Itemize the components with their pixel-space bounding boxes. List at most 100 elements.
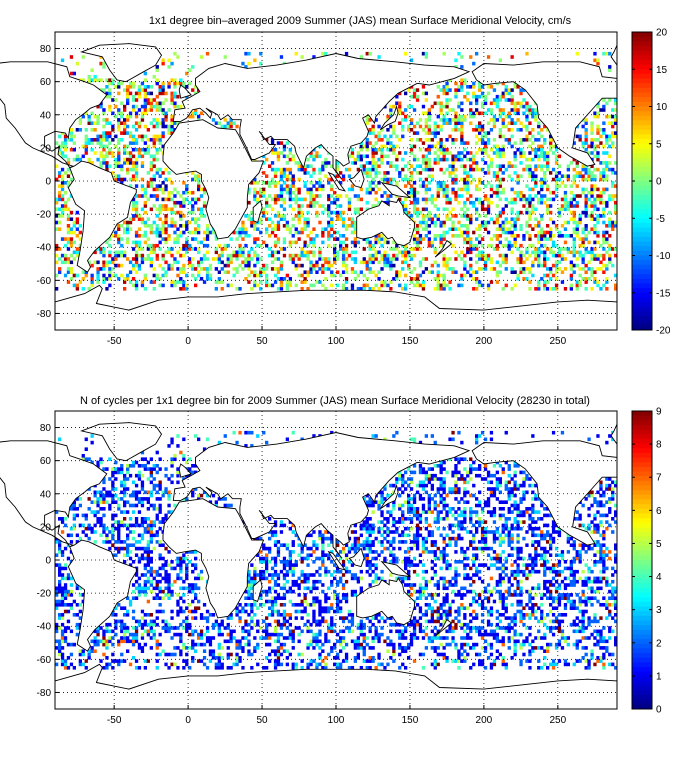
- bin-cell: [55, 207, 59, 212]
- bin-cell: [525, 250, 529, 255]
- bin-cell: [551, 220, 556, 225]
- bin-cell: [247, 61, 251, 66]
- bin-cell: [259, 257, 263, 261]
- bin-cell: [140, 134, 145, 139]
- bin-cell: [339, 204, 343, 208]
- bin-cell: [480, 250, 485, 255]
- bin-cell: [55, 220, 59, 225]
- bin-cell: [560, 197, 565, 202]
- bin-cell: [321, 240, 325, 245]
- bin-cell: [161, 197, 165, 202]
- bin-cell: [439, 118, 443, 122]
- bin-cell: [569, 234, 573, 238]
- bin-cell: [194, 609, 198, 614]
- bin-cell: [253, 190, 257, 195]
- bin-cell: [374, 141, 378, 145]
- bin-cell: [194, 247, 198, 251]
- bin-cell: [134, 253, 139, 258]
- bin-cell: [123, 277, 127, 281]
- bin-cell: [344, 224, 349, 228]
- bin-cell: [483, 98, 488, 102]
- bin-cell: [182, 477, 186, 481]
- bin-cell: [392, 240, 396, 245]
- bin-cell: [81, 55, 85, 59]
- bin-cell: [365, 171, 369, 175]
- bin-cell: [276, 167, 281, 172]
- colorbar-segment: [632, 320, 652, 326]
- bin-cell: [123, 606, 127, 610]
- bin-cell: [439, 88, 443, 92]
- bin-cell: [549, 247, 553, 251]
- bin-cell: [223, 626, 227, 630]
- bin-cell: [418, 263, 423, 268]
- bin-cell: [167, 510, 171, 514]
- bin-cell: [578, 217, 582, 221]
- bin-cell: [560, 234, 565, 238]
- bin-cell: [587, 240, 591, 245]
- bin-cell: [531, 114, 535, 119]
- bin-cell: [247, 217, 251, 221]
- bin-cell: [105, 91, 109, 96]
- bin-cell: [368, 51, 372, 56]
- bin-cell: [554, 154, 559, 159]
- bin-cell: [495, 260, 499, 265]
- bin-cell: [510, 197, 514, 202]
- bin-cell: [475, 237, 479, 241]
- bin-cell: [149, 560, 153, 564]
- bin-cell: [99, 141, 103, 145]
- bin-cell: [341, 240, 346, 245]
- bin-cell: [483, 267, 488, 271]
- bin-cell: [63, 639, 68, 644]
- bin-cell: [537, 240, 541, 245]
- bin-cell: [572, 250, 576, 255]
- bin-cell: [421, 91, 426, 96]
- bin-cell: [614, 171, 618, 175]
- bin-cell: [412, 190, 417, 195]
- bin-cell: [149, 207, 153, 212]
- bin-cell: [442, 51, 446, 56]
- bin-cell: [176, 234, 180, 238]
- bin-cell: [232, 253, 236, 258]
- bin-cell: [111, 543, 115, 547]
- bin-cell: [131, 616, 136, 620]
- bin-cell: [587, 260, 591, 265]
- bin-cell: [448, 267, 452, 271]
- bin-cell: [217, 632, 221, 637]
- bin-cell: [333, 257, 337, 261]
- bin-cell: [128, 167, 133, 172]
- bin-cell: [176, 200, 180, 205]
- bin-cell: [593, 277, 597, 281]
- bin-cell: [383, 174, 387, 178]
- bin-cell: [137, 586, 142, 591]
- bin-cell: [247, 253, 251, 258]
- bin-cell: [501, 111, 505, 116]
- bin-cell: [483, 147, 488, 152]
- bin-cell: [120, 619, 124, 624]
- bin-cell: [608, 65, 612, 69]
- bin-cell: [309, 237, 313, 241]
- bin-cell: [472, 204, 476, 208]
- bin-cell: [217, 253, 221, 258]
- bin-cell: [472, 85, 476, 89]
- bin-cell: [350, 240, 355, 245]
- bin-cell: [126, 477, 130, 481]
- bin-cell: [241, 267, 245, 271]
- bin-cell: [173, 194, 177, 198]
- bin-cell: [513, 141, 517, 145]
- bin-cell: [158, 457, 162, 461]
- bin-cell: [557, 234, 562, 238]
- bin-cell: [161, 204, 165, 208]
- bin-cell: [58, 171, 62, 175]
- bin-cell: [114, 513, 118, 518]
- bin-cell: [176, 227, 180, 231]
- bin-cell: [407, 181, 411, 185]
- bin-cell: [478, 227, 482, 231]
- bin-cell: [58, 543, 62, 547]
- bin-cell: [353, 194, 357, 198]
- colorbar-segment: [632, 306, 652, 312]
- bin-cell: [78, 280, 82, 284]
- bin-cell: [161, 144, 165, 149]
- bin-cell: [534, 108, 538, 112]
- bin-cell: [386, 283, 390, 288]
- bin-cell: [63, 200, 68, 205]
